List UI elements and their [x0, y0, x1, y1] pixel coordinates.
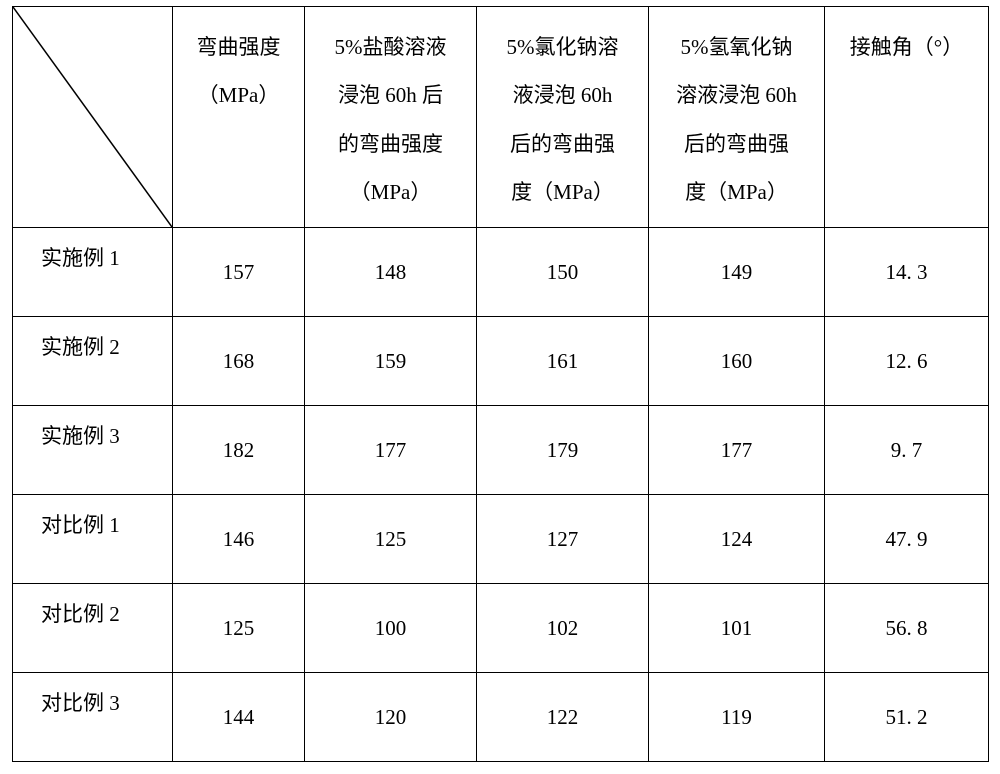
table-row: 实施例 2 168 159 161 160 12. 6: [13, 317, 989, 406]
cell: 150: [477, 228, 649, 317]
row-label: 对比例 1: [13, 495, 173, 584]
diagonal-line-icon: [13, 7, 172, 227]
cell: 51. 2: [825, 673, 989, 762]
cell: 14. 3: [825, 228, 989, 317]
table-container: 弯曲强度（MPa） 5%盐酸溶液浸泡 60h 后的弯曲强度（MPa） 5%氯化钠…: [0, 0, 1000, 774]
cell: 124: [649, 495, 825, 584]
cell: 159: [305, 317, 477, 406]
cell: 177: [305, 406, 477, 495]
table-body: 实施例 1 157 148 150 149 14. 3 实施例 2 168 15…: [13, 228, 989, 762]
table-row: 对比例 1 146 125 127 124 47. 9: [13, 495, 989, 584]
cell: 157: [173, 228, 305, 317]
header-label: 5%氯化钠溶液浸泡 60h后的弯曲强度（MPa）: [477, 23, 648, 216]
cell: 148: [305, 228, 477, 317]
header-cell-1: 弯曲强度（MPa）: [173, 7, 305, 228]
cell: 101: [649, 584, 825, 673]
cell: 119: [649, 673, 825, 762]
cell: 127: [477, 495, 649, 584]
cell: 122: [477, 673, 649, 762]
row-label: 对比例 3: [13, 673, 173, 762]
cell: 47. 9: [825, 495, 989, 584]
table-row: 对比例 2 125 100 102 101 56. 8: [13, 584, 989, 673]
cell: 179: [477, 406, 649, 495]
header-cell-3: 5%氯化钠溶液浸泡 60h后的弯曲强度（MPa）: [477, 7, 649, 228]
header-cell-5: 接触角（°）: [825, 7, 989, 228]
data-table: 弯曲强度（MPa） 5%盐酸溶液浸泡 60h 后的弯曲强度（MPa） 5%氯化钠…: [12, 6, 989, 762]
cell: 9. 7: [825, 406, 989, 495]
cell: 125: [305, 495, 477, 584]
header-label: 5%盐酸溶液浸泡 60h 后的弯曲强度（MPa）: [305, 23, 476, 216]
cell: 182: [173, 406, 305, 495]
row-label: 实施例 3: [13, 406, 173, 495]
cell: 125: [173, 584, 305, 673]
cell: 100: [305, 584, 477, 673]
cell: 177: [649, 406, 825, 495]
cell: 102: [477, 584, 649, 673]
cell: 146: [173, 495, 305, 584]
row-label: 实施例 2: [13, 317, 173, 406]
table-row: 对比例 3 144 120 122 119 51. 2: [13, 673, 989, 762]
header-row: 弯曲强度（MPa） 5%盐酸溶液浸泡 60h 后的弯曲强度（MPa） 5%氯化钠…: [13, 7, 989, 228]
table-row: 实施例 3 182 177 179 177 9. 7: [13, 406, 989, 495]
cell: 120: [305, 673, 477, 762]
cell: 161: [477, 317, 649, 406]
cell: 144: [173, 673, 305, 762]
cell: 12. 6: [825, 317, 989, 406]
header-label: 5%氢氧化钠溶液浸泡 60h后的弯曲强度（MPa）: [649, 23, 824, 216]
table-row: 实施例 1 157 148 150 149 14. 3: [13, 228, 989, 317]
header-label: 弯曲强度（MPa）: [173, 23, 304, 120]
cell: 56. 8: [825, 584, 989, 673]
cell: 160: [649, 317, 825, 406]
cell: 168: [173, 317, 305, 406]
header-cell-2: 5%盐酸溶液浸泡 60h 后的弯曲强度（MPa）: [305, 7, 477, 228]
header-cell-diagonal: [13, 7, 173, 228]
row-label: 实施例 1: [13, 228, 173, 317]
row-label: 对比例 2: [13, 584, 173, 673]
header-label: 接触角（°）: [825, 23, 988, 71]
header-cell-4: 5%氢氧化钠溶液浸泡 60h后的弯曲强度（MPa）: [649, 7, 825, 228]
cell: 149: [649, 228, 825, 317]
